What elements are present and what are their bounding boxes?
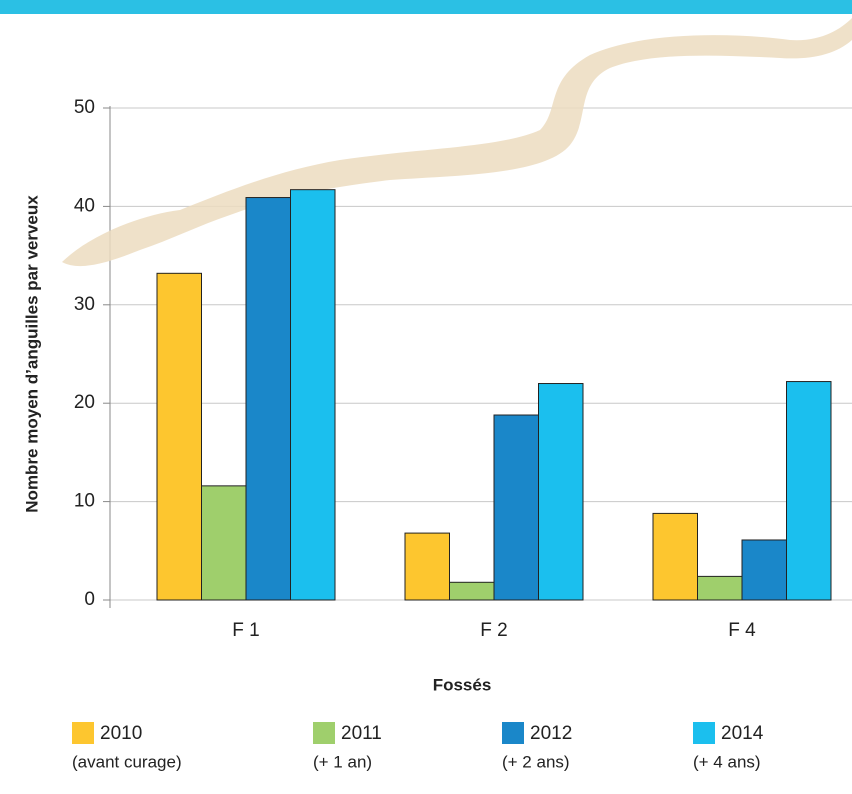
legend-label: 2011: [341, 723, 382, 744]
bar: [652, 512, 698, 601]
y-tick-label: 40: [74, 195, 95, 216]
y-tick-label: 0: [84, 589, 95, 610]
bar: [290, 189, 336, 601]
legend-sublabel: (+ 2 ans): [502, 752, 570, 771]
legend-sublabel: (+ 4 ans): [693, 752, 761, 771]
bar: [538, 383, 584, 601]
x-tick-label: F 4: [728, 620, 756, 641]
bar: [741, 539, 787, 601]
bar: [697, 575, 743, 601]
legend-swatch: [72, 722, 94, 744]
bar: [493, 414, 539, 601]
y-tick-label: 10: [74, 491, 95, 512]
legend-swatch: [693, 722, 715, 744]
legend-sublabel: (+ 1 an): [313, 752, 372, 771]
x-tick-label: F 1: [232, 620, 259, 641]
y-tick-label: 50: [74, 97, 95, 118]
y-tick-label: 30: [74, 294, 95, 315]
y-axis-label: Nombre moyen d’anguilles par verveux: [22, 195, 41, 513]
bar: [201, 485, 247, 601]
bar: [786, 381, 832, 601]
legend-sublabel: (avant curage): [72, 752, 182, 771]
bar: [156, 272, 202, 601]
legend-label: 2010: [100, 723, 142, 744]
eel-illustration: [62, 18, 852, 267]
x-axis-label: Fossés: [433, 675, 492, 694]
legend-label: 2012: [530, 723, 572, 744]
legend-label: 2014: [721, 723, 764, 744]
legend-swatch: [313, 722, 335, 744]
bar: [449, 581, 495, 601]
bar: [245, 197, 291, 601]
bar: [404, 532, 450, 601]
x-tick-label: F 2: [480, 620, 507, 641]
bars: [156, 189, 832, 601]
legend-swatch: [502, 722, 524, 744]
y-tick-label: 20: [74, 392, 95, 413]
header-band: [0, 0, 852, 14]
